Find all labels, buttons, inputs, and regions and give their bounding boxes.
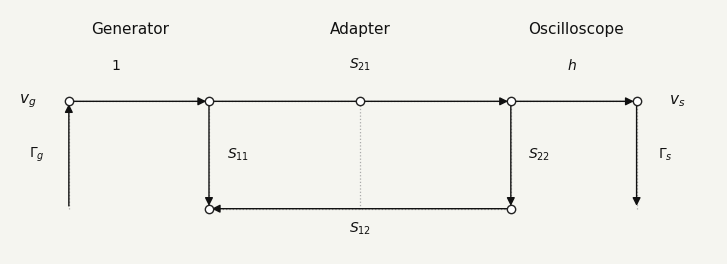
Text: Adapter: Adapter [329, 22, 390, 37]
Text: $S_{11}$: $S_{11}$ [227, 147, 249, 163]
Text: $h$: $h$ [567, 58, 577, 73]
Text: Oscilloscope: Oscilloscope [528, 22, 623, 37]
Text: $\Gamma_g$: $\Gamma_g$ [28, 146, 44, 164]
Text: 1: 1 [111, 59, 120, 73]
Text: $S_{22}$: $S_{22}$ [529, 147, 550, 163]
Text: $S_{21}$: $S_{21}$ [349, 57, 371, 73]
Text: $v_s$: $v_s$ [669, 93, 686, 109]
Text: $\Gamma_s$: $\Gamma_s$ [658, 147, 672, 163]
Text: Generator: Generator [91, 22, 169, 37]
Text: $S_{12}$: $S_{12}$ [349, 220, 371, 237]
Text: $v_g$: $v_g$ [19, 92, 36, 110]
